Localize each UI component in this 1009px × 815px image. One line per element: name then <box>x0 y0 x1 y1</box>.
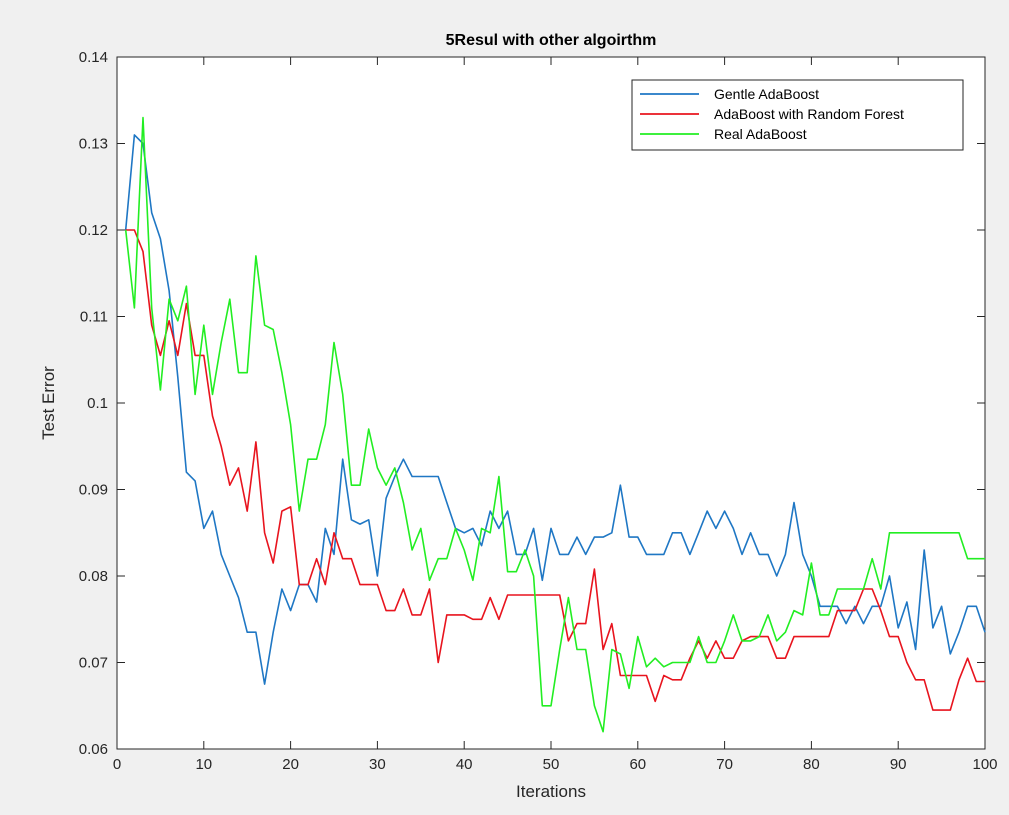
x-axis: 0 10 20 30 40 50 60 70 80 90 100 <box>113 57 998 773</box>
legend-entry: Real AdaBoost <box>714 126 807 142</box>
x-tick-label: 70 <box>716 756 733 773</box>
x-tick-label: 100 <box>972 756 997 773</box>
x-tick-label: 30 <box>369 756 386 773</box>
x-tick-label: 20 <box>282 756 299 773</box>
y-tick-label: 0.14 <box>79 49 108 66</box>
y-tick-label: 0.08 <box>79 568 108 585</box>
y-tick-label: 0.09 <box>79 482 108 499</box>
y-axis: 0.06 0.07 0.08 0.09 0.1 0.11 0.12 0.13 0.14 <box>79 49 985 758</box>
x-tick-label: 90 <box>890 756 907 773</box>
x-tick-label: 40 <box>456 756 473 773</box>
legend: Gentle AdaBoost AdaBoost with Random Fore… <box>631 79 964 151</box>
y-tick-label: 0.07 <box>79 655 108 672</box>
y-tick-label: 0.12 <box>79 222 108 239</box>
x-tick-label: 10 <box>195 756 212 773</box>
series-line-2 <box>124 116 985 733</box>
series-lines <box>124 116 986 733</box>
legend-entry: AdaBoost with Random Forest <box>714 106 904 122</box>
series-line-0 <box>124 134 986 685</box>
legend-box <box>631 79 964 151</box>
y-tick-label: 0.1 <box>87 395 108 412</box>
y-tick-label: 0.11 <box>80 309 108 326</box>
y-tick-label: 0.13 <box>79 136 108 153</box>
series-line-1 <box>125 229 985 711</box>
plot-area <box>116 56 986 750</box>
x-tick-label: 0 <box>113 756 121 773</box>
x-tick-label: 80 <box>803 756 820 773</box>
x-tick-label: 60 <box>629 756 646 773</box>
chart-title: 5Resul with other algoirthm <box>446 32 657 49</box>
x-axis-label: Iterations <box>516 782 586 801</box>
y-axis-label: Test Error <box>39 366 58 440</box>
x-tick-label: 50 <box>543 756 560 773</box>
y-tick-label: 0.06 <box>79 741 108 758</box>
legend-entry: Gentle AdaBoost <box>714 86 819 102</box>
